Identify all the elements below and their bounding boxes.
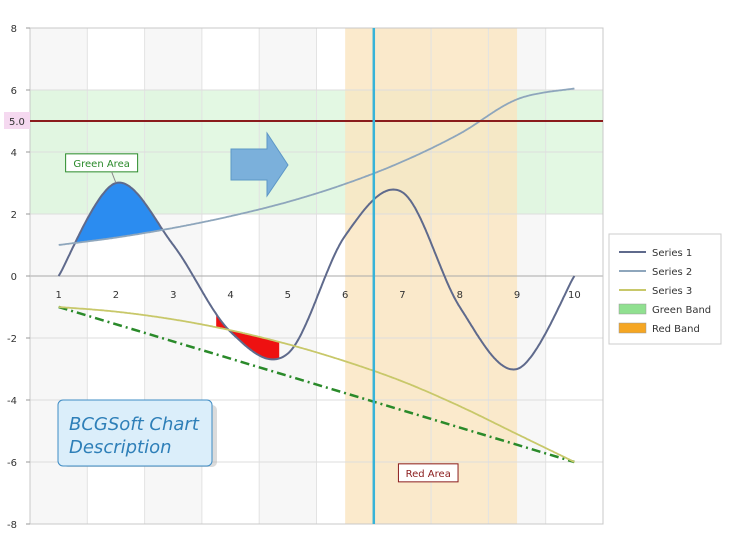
area-fill-1: [74, 182, 164, 244]
x-tick-label: 7: [399, 290, 405, 301]
annotation-box: [397, 463, 459, 483]
y-tick-label: -2: [7, 334, 17, 345]
series-line-1: [57, 181, 576, 371]
y-tick-label: -4: [7, 396, 17, 407]
x-tick-labels: 1 2 3 4 5 6 7 8 9 10: [55, 290, 580, 301]
description-line-2: Description: [69, 437, 172, 458]
annotation-label: Red Area: [406, 469, 451, 480]
legend-label: Red Band: [652, 324, 700, 335]
annotations: Green Area Red Area: [65, 153, 459, 483]
series-lines: [57, 87, 576, 464]
y-tick-label: -6: [7, 458, 17, 469]
x-tick-label: 1: [55, 290, 61, 301]
x-tick-label: 5: [285, 290, 291, 301]
legend-label: Series 3: [652, 286, 692, 297]
legend-label: Series 1: [652, 248, 692, 259]
area-fills: [74, 182, 280, 360]
arrow-shape: [230, 131, 289, 198]
x-tick-label: 6: [342, 290, 348, 301]
constant-line-group: 5.0: [4, 112, 603, 129]
legend-label: Green Band: [652, 305, 711, 316]
description-line-1: BCGSoft Chart: [69, 414, 200, 435]
y-tick-label: 4: [11, 148, 17, 159]
series-line-3: [58, 306, 575, 463]
x-tick-label: 3: [170, 290, 176, 301]
y-tick-label: 2: [11, 210, 17, 221]
y-tick-labels: 8 6 4 2 0 -2 -4 -6 -8: [7, 24, 30, 531]
x-tick-label: 8: [457, 290, 463, 301]
constant-line-label-bg: [4, 112, 30, 129]
area-fill-2: [216, 314, 280, 360]
y-tick-label: -8: [7, 520, 17, 531]
x-tick-label: 2: [113, 290, 119, 301]
y-tick-label: 0: [11, 272, 17, 283]
annotation-pointer: [111, 171, 117, 184]
legend-swatch: [618, 303, 647, 315]
series-line-2: [58, 87, 575, 246]
x-tick-label: 4: [227, 290, 233, 301]
y-tick-label: 6: [11, 86, 17, 97]
legend: Series 1 Series 2 Series 3 Green Band Red Ba…: [608, 233, 722, 345]
legend-label: Series 2: [652, 267, 692, 278]
annotation-label: Green Area: [73, 159, 129, 170]
trend-line: [58, 305, 575, 464]
y-tick-label: 8: [11, 24, 17, 35]
constant-line-label: 5.0: [9, 117, 25, 128]
x-tick-label: 9: [514, 290, 520, 301]
legend-swatch: [618, 322, 647, 334]
chart-description: BCGSoft Chart Description: [57, 399, 217, 467]
x-tick-label: 10: [568, 290, 581, 301]
annotation-box: [65, 153, 139, 173]
